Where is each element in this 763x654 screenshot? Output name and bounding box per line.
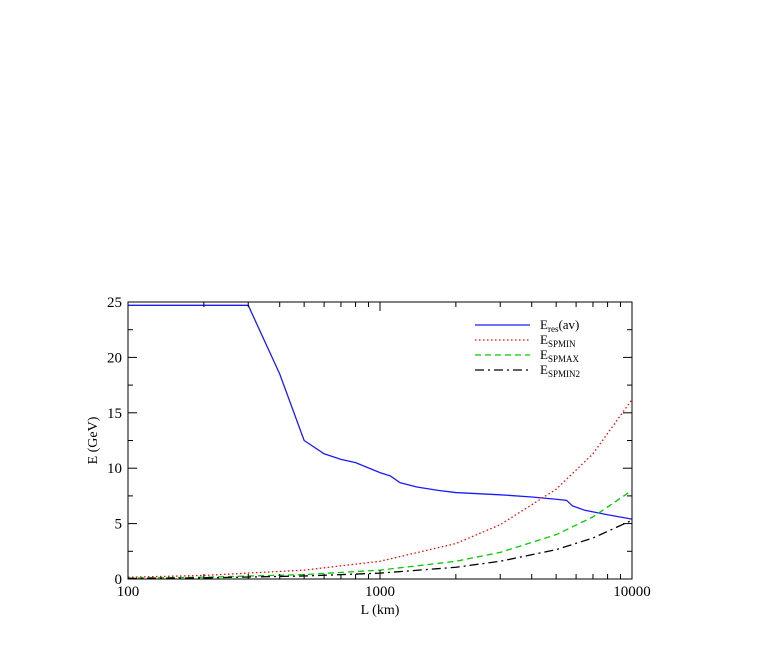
- y-tick-label: 10: [107, 461, 122, 477]
- y-tick-label: 20: [107, 350, 122, 366]
- legend-label-spmax: ESPMAX: [540, 347, 579, 364]
- y-tick-label: 5: [115, 517, 123, 533]
- y-tick-label: 0: [115, 572, 123, 588]
- y-tick-label: 25: [107, 295, 122, 311]
- series-line-spmin2: [128, 519, 632, 579]
- legend-label-spmin: ESPMIN: [540, 332, 576, 349]
- legend-label-res: Eres(av): [540, 317, 579, 334]
- series-line-spmax: [128, 489, 632, 579]
- x-tick-label: 10000: [613, 584, 651, 600]
- series-line-res: [128, 304, 632, 520]
- x-axis-label: L (km): [361, 603, 400, 618]
- x-tick-label: 1000: [365, 584, 395, 600]
- plot-area: [128, 304, 632, 579]
- legend-label-spmin2: ESPMIN2: [540, 362, 580, 379]
- series-line-spmin: [128, 399, 632, 578]
- x-tick-label: 100: [117, 584, 140, 600]
- axes: 100 1000 10000 0 5 10 15 20 25 L (km) E (GeV): [86, 295, 651, 618]
- y-tick-label: 15: [107, 406, 122, 422]
- y-axis-label: E (GeV): [86, 416, 101, 464]
